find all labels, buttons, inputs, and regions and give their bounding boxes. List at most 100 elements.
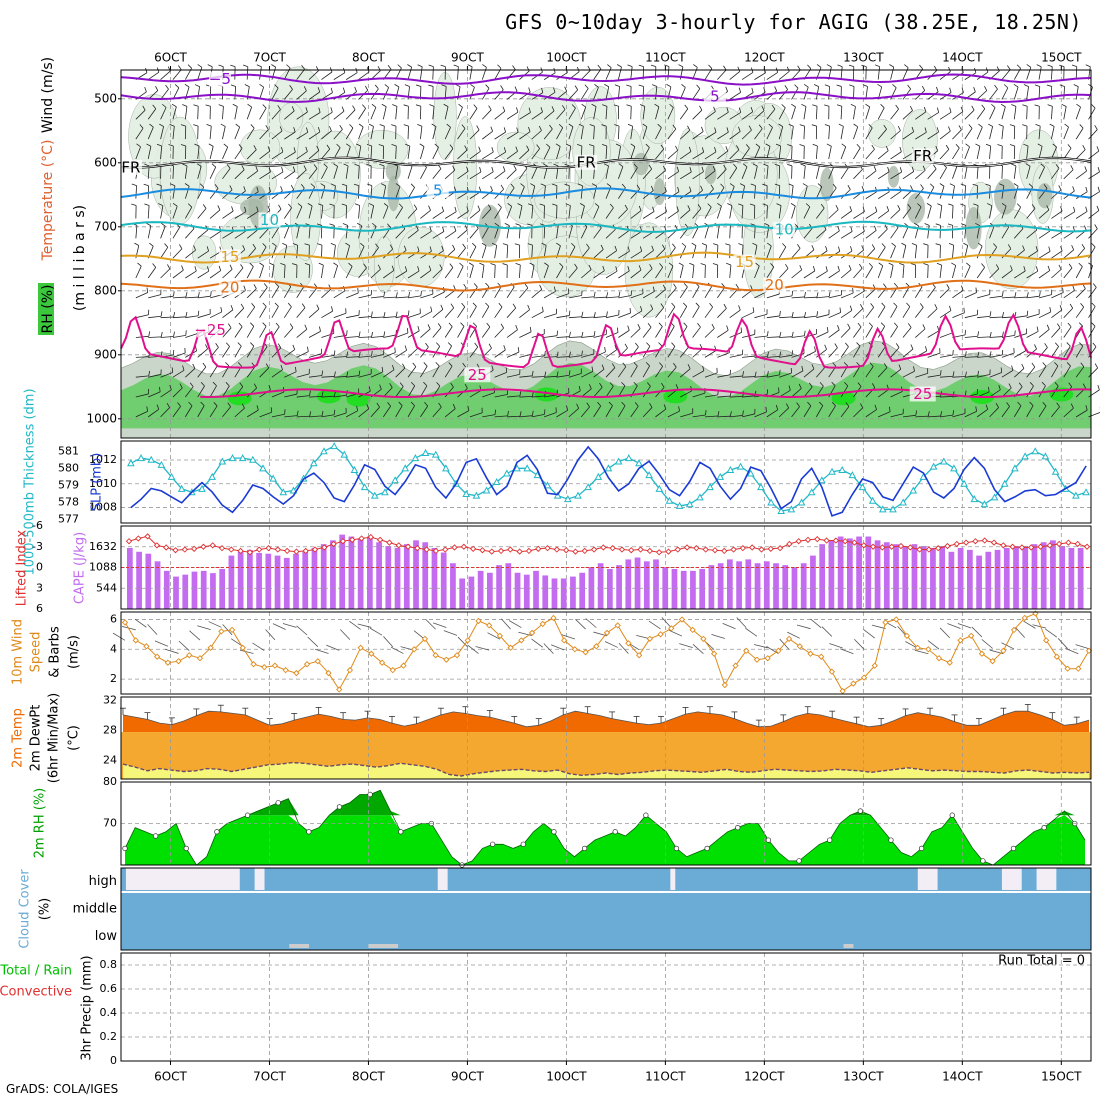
wind-barb [877,265,884,279]
thickness-tick-label: 579 [58,478,79,491]
wind-barb [543,265,549,279]
wind-barb-flag [634,402,639,407]
wind-barb-flag [837,265,840,271]
wind-barb-flag [146,287,149,293]
wind-barb-flag [1073,84,1079,87]
wind-barb [184,405,193,418]
thickness-point [543,481,552,489]
wind-barb [593,387,603,398]
wind-tick-label: 2 [110,672,117,685]
wind-barb-flag [358,123,364,128]
cape-bar [819,544,826,609]
wind-barb [345,109,356,120]
wind-barb [246,211,259,219]
wind-speed-point [475,617,482,625]
wind-barb-flag [473,104,478,109]
wind-barb-flag [494,222,500,227]
lifted-index-point [925,546,933,553]
wind-barb [160,268,171,279]
isotherm-label: 5 [710,87,720,105]
wind-barb [321,185,326,199]
wind-barb [172,316,186,319]
wind-barb [172,406,181,418]
wind-barb [704,286,712,299]
wind-barb-flag [936,127,939,133]
wind-barb-flag [381,183,386,187]
wind-barb [494,371,507,378]
wind-barb-flag [738,305,741,311]
thickness-point [868,496,877,504]
wind-barb-flag [647,322,652,328]
wind-barb-flag [989,311,992,317]
wind-speed-point [625,640,632,647]
ylabel-temp-d: (°C) [67,725,82,751]
wind-barb-flag [626,84,632,87]
wind-barb [877,306,886,318]
wind-barb-flag [748,125,752,131]
wind-barb-flag [662,284,666,290]
wind-barb [160,126,164,140]
wind-barb [346,356,360,358]
lifted-index-point [181,546,188,553]
wind-barb-flag [197,292,200,298]
wind-barb-flag [673,283,677,289]
cape-bar [1068,547,1075,609]
wind-barb-flag [303,165,307,171]
wind-barb [630,293,644,299]
wind-barb-flag [1056,402,1060,408]
wind-barb [358,165,360,179]
wind-barb-flag [441,206,445,212]
wind-barb-flag [346,330,348,336]
wind-barb [890,326,898,338]
wind-barb-flag [1072,186,1075,192]
rh-tick-label: 80 [103,775,117,788]
ylabel-slp: SLP (mb) [90,453,105,512]
wind-barb [544,313,557,319]
wind-barb [729,205,733,219]
wind-barb-flag [603,163,609,167]
wind-barb-flag [910,185,913,191]
wind-barb [717,352,730,358]
wind-barb [642,386,651,398]
lifted-index-point [683,544,691,551]
rh-frame [120,781,1092,866]
wind-barb-flag [449,144,454,149]
wind-barb [469,228,479,239]
wind-barb [803,106,807,120]
li-tick-label: 3 [36,581,43,594]
wind-barb [506,206,513,219]
wind-barb [135,410,148,418]
wind-barb-flag [750,183,756,187]
thickness-point [909,486,918,494]
wind-barb-flag [397,64,402,69]
wind-barb [902,348,914,358]
wind-barb [296,69,305,80]
wind-barb [481,326,491,338]
wind-barb [172,185,176,199]
wind-barb-flag [606,183,612,187]
wind-barb-flag [377,264,381,270]
wind-barb-flag [714,127,717,133]
wind-barb-flag [341,106,345,112]
ylabel-precip: 3hr Precip (mm) [80,955,95,1060]
wind-barb-flag [171,103,177,108]
wind-barb [544,412,557,418]
cape-bar [551,578,558,609]
wind-barb [246,127,255,140]
wind-barb-flag [309,390,311,396]
wind-barb [556,409,568,418]
wind-barb-flag [1079,124,1084,129]
lifted-index-point [218,544,226,552]
rh-point [1010,845,1017,852]
wind-barb-flag [252,243,257,249]
wind-barb-flag [292,263,298,266]
wind-barb-flag [799,265,803,271]
wind-barb-flag [1068,382,1073,387]
thickness-point [696,493,704,501]
wind-barb [617,66,622,80]
wind-barb [853,308,864,318]
wind-barb-flag [452,165,456,171]
wind-barb [407,385,416,398]
wind-barb-flag [366,143,372,147]
wind-barb [692,245,697,259]
